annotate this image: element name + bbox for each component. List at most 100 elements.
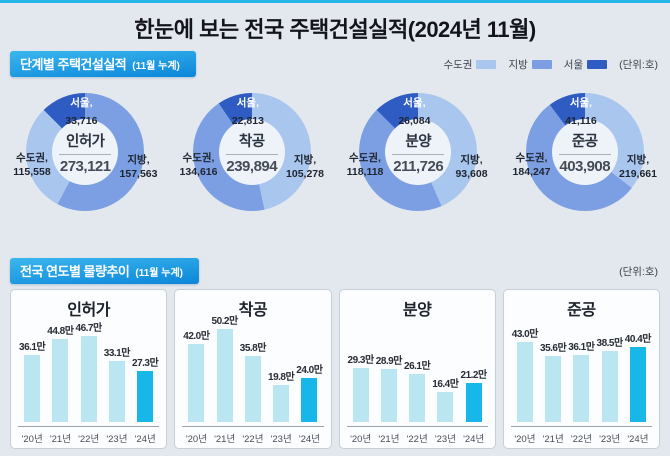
bar-group: 21.2만	[460, 366, 488, 422]
bar-group: 19.8만	[267, 368, 295, 422]
section1-badge: 단계별 주택건설실적 (11월 누계)	[10, 51, 196, 77]
label-sudogwon: 수도권, 118,118	[332, 151, 398, 179]
x-tick: '21년	[542, 434, 564, 445]
bar	[273, 385, 290, 422]
bar-group: 42.0만	[182, 327, 210, 422]
bar	[80, 336, 97, 422]
bar-value-label: 44.8만	[47, 326, 74, 337]
donut-total-value: 403,908	[559, 157, 611, 175]
label-seoul-value: 26,084	[398, 115, 431, 128]
bar-chart-title: 준공	[567, 302, 596, 319]
bar	[629, 347, 646, 422]
label-sudogwon-name: 수도권,	[515, 152, 548, 164]
donut-chart-starts: 착공 239,894 서울, 22,813 수도권, 134,616 지방, 1…	[169, 79, 336, 251]
label-seoul: 서울, 41,116	[565, 96, 597, 128]
section2-unit: (단위:호)	[619, 265, 658, 278]
donut-chart-permits: 인허가 273,121 서울, 33,716 수도권, 115,558 지방, …	[2, 79, 169, 251]
label-seoul-value: 33,716	[65, 115, 98, 128]
bar-value-label: 42.0만	[183, 331, 210, 342]
donut-legend: 수도권 지방 서울 (단위:호)	[443, 57, 658, 72]
bar	[516, 342, 533, 422]
bar-chart-sales: 분양 29.3만 28.9만 26.1만 16.4만 21.2만	[338, 289, 496, 449]
x-tick: '21년	[214, 434, 236, 445]
x-tick: '24년	[134, 434, 156, 445]
donut-divider	[558, 153, 611, 155]
label-sudogwon: 수도권, 184,247	[499, 151, 565, 179]
x-tick: '21년	[378, 434, 400, 445]
legend-label-jibang: 지방	[508, 58, 528, 71]
label-seoul-value: 41,116	[565, 115, 597, 128]
donut-total-value: 239,894	[226, 157, 278, 175]
bar-chart-title: 착공	[238, 302, 268, 319]
x-axis: '20년 '21년 '22년 '23년 '24년	[510, 426, 652, 445]
donut-divider	[392, 153, 445, 155]
donut-ring: 분양 211,726	[359, 93, 478, 211]
bar-chart-permits: 인허가 36.1만 44.8만 46.7만 33.1만 27.3만	[10, 289, 168, 449]
label-jibang: 지방, 93,608	[439, 153, 505, 181]
bar	[52, 339, 69, 422]
bar-chart-title: 인허가	[67, 302, 110, 319]
bar-group: 24.0만	[295, 361, 323, 422]
legend-item-sudogwon: 수도권	[443, 57, 497, 72]
bar-value-label: 46.7만	[75, 323, 103, 334]
x-tick: '22년	[570, 434, 592, 445]
label-seoul-name: 서울,	[236, 97, 260, 109]
bar	[244, 356, 261, 422]
donut-ring: 착공 239,894	[192, 93, 311, 211]
label-sudogwon: 수도권, 134,616	[166, 151, 232, 179]
bar	[108, 361, 125, 422]
label-sudogwon: 수도권, 115,558	[0, 151, 65, 179]
donut-ring: 인허가 273,121	[26, 93, 145, 211]
bar-group: 35.6만	[539, 339, 567, 422]
legend-swatch-seoul	[587, 59, 608, 69]
label-jibang: 지방, 157,563	[106, 153, 172, 181]
x-tick: '22년	[406, 434, 428, 445]
legend-swatch-jibang	[531, 59, 552, 69]
x-tick: '24년	[298, 434, 320, 445]
x-tick: '22년	[78, 434, 100, 445]
section2-badge: 전국 연도별 물량추이 (11월 누계)	[10, 258, 199, 284]
bar-group: 43.0만	[511, 325, 539, 422]
top-accent-line	[0, 0, 670, 3]
donut-center: 착공 239,894	[218, 119, 285, 185]
label-seoul: 서울, 26,084	[398, 96, 430, 128]
section2-header: 전국 연도별 물량추이 (11월 누계) (단위:호)	[0, 258, 670, 284]
bar-value-label: 21.2만	[460, 370, 488, 381]
x-tick: '20년	[21, 434, 43, 445]
bar	[352, 368, 369, 422]
donut-total-value: 211,726	[393, 157, 444, 175]
x-tick: '23년	[599, 434, 621, 445]
bar-chart-title: 분양	[402, 302, 432, 319]
bar-value-label: 16.4만	[432, 379, 459, 390]
label-sudogwon-value: 118,118	[346, 166, 384, 179]
bar	[465, 383, 482, 422]
label-seoul: 서울, 22,813	[232, 96, 264, 128]
bar-value-label: 43.0만	[511, 329, 539, 340]
donut-chart-completions: 준공 403,908 서울, 41,116 수도권, 184,247 지방, 2…	[502, 79, 669, 251]
legend-item-seoul: 서울	[564, 57, 608, 72]
bar-value-label: 35.8만	[239, 343, 267, 354]
bar-group: 46.7만	[75, 319, 103, 422]
x-tick: '20년	[185, 434, 207, 445]
bar-group: 40.4만	[624, 330, 652, 422]
bar-value-label: 29.3만	[347, 355, 375, 366]
bar-group: 27.3만	[131, 354, 159, 422]
bar-group: 50.2만	[211, 312, 239, 422]
legend-swatch-sudogwon	[476, 59, 497, 69]
label-jibang-name: 지방,	[127, 154, 150, 166]
donut-center: 준공 403,908	[551, 119, 618, 185]
donut-stage-name: 준공	[571, 133, 598, 150]
bar	[601, 351, 618, 422]
bar-value-label: 24.0만	[296, 365, 323, 376]
label-sudogwon-value: 115,558	[13, 166, 51, 179]
bar	[380, 369, 397, 422]
bar-group: 44.8만	[46, 322, 74, 422]
bar-chart-starts: 착공 42.0만 50.2만 35.8만 19.8만 24.0만	[174, 289, 332, 449]
bar-group: 35.8만	[239, 339, 267, 422]
bar	[409, 374, 426, 422]
label-sudogwon-name: 수도권,	[16, 152, 48, 164]
section1-subtitle: (11월 누계)	[132, 61, 180, 72]
legend-item-jibang: 지방	[508, 57, 552, 72]
bar-value-label: 40.4만	[624, 334, 652, 345]
label-jibang-value: 219,661	[619, 168, 657, 181]
